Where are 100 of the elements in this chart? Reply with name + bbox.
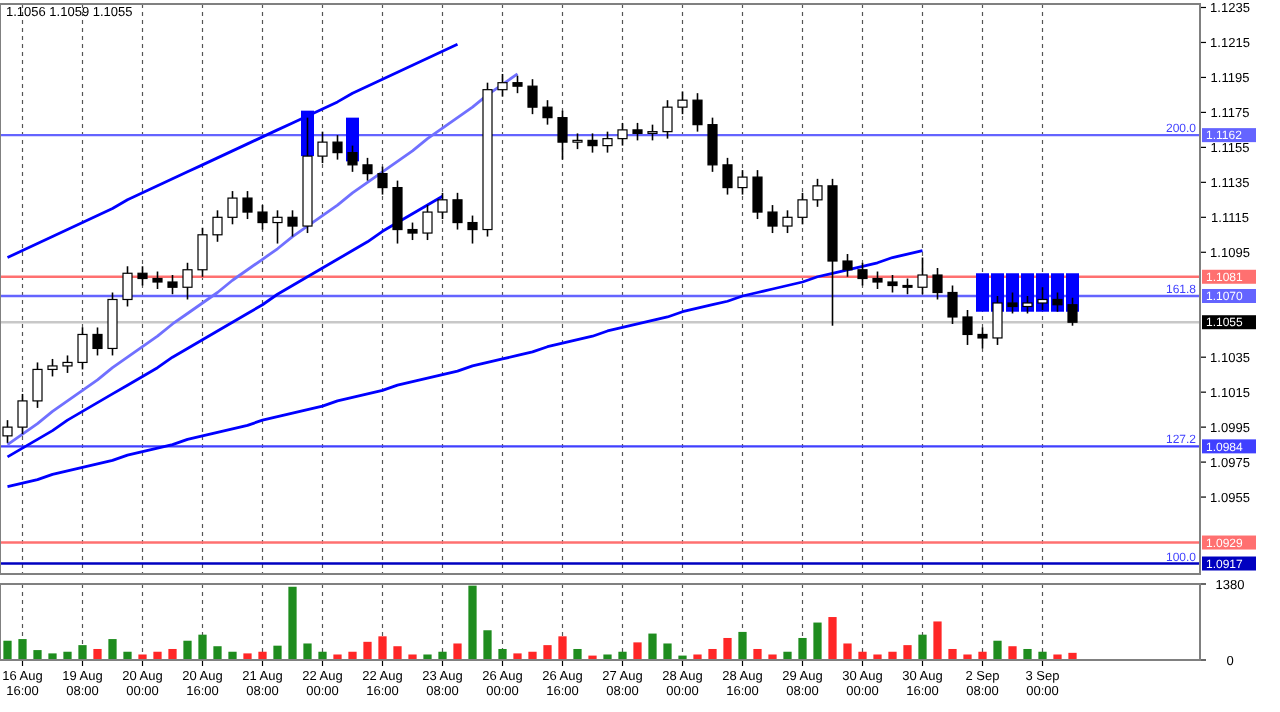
candlestick <box>467 214 478 245</box>
candlestick <box>257 204 268 231</box>
bar <box>948 648 957 660</box>
bar <box>438 651 447 660</box>
candlestick <box>17 393 28 435</box>
candlestick <box>557 109 568 161</box>
bar <box>93 648 102 660</box>
candlestick <box>962 309 973 346</box>
bar <box>558 636 567 660</box>
bar <box>78 645 87 660</box>
candlestick <box>542 99 553 126</box>
candlestick <box>797 192 808 226</box>
bar <box>198 634 207 660</box>
candlestick <box>227 190 238 226</box>
candlestick <box>947 284 958 325</box>
bar <box>663 643 672 660</box>
candlestick <box>77 326 88 371</box>
bar <box>378 636 387 660</box>
candlestick <box>317 130 328 164</box>
bar <box>33 650 42 660</box>
bar <box>963 654 972 660</box>
candlestick <box>497 73 508 98</box>
bar <box>873 654 882 660</box>
bar <box>123 651 132 660</box>
candlestick <box>392 179 403 245</box>
bar <box>318 651 327 660</box>
bar <box>138 654 147 660</box>
bar <box>633 642 642 660</box>
bar <box>498 648 507 660</box>
bar <box>1038 651 1047 660</box>
candlestick <box>932 267 943 301</box>
bar <box>288 586 297 660</box>
bar <box>153 651 162 660</box>
bar <box>228 651 237 660</box>
candlestick <box>287 209 298 238</box>
bar <box>1008 646 1017 660</box>
candlestick <box>92 326 103 357</box>
candlestick <box>662 99 673 140</box>
bar <box>258 651 267 660</box>
candlestick <box>122 265 133 308</box>
bar <box>978 651 987 660</box>
bar <box>168 648 177 660</box>
bar <box>933 621 942 660</box>
bar <box>993 640 1002 660</box>
candlestick <box>362 157 373 182</box>
candlestick <box>332 134 343 161</box>
bar <box>1068 652 1077 660</box>
bar <box>393 646 402 660</box>
bar <box>768 654 777 660</box>
candlestick <box>977 326 988 350</box>
candlestick <box>692 92 703 133</box>
bar <box>453 643 462 660</box>
candlestick <box>212 209 223 243</box>
bar <box>333 654 342 660</box>
bar <box>273 645 282 660</box>
candlestick <box>587 132 598 154</box>
candlestick <box>722 157 733 196</box>
candlestick <box>527 78 538 115</box>
candlestick <box>197 227 208 278</box>
candlestick <box>677 90 688 115</box>
bar <box>888 651 897 660</box>
bar <box>468 585 477 660</box>
candlestick <box>602 130 613 154</box>
candlestick <box>737 169 748 196</box>
candlestick <box>137 265 148 287</box>
bar <box>528 651 537 660</box>
candlestick <box>617 122 628 147</box>
candlestick <box>812 178 823 208</box>
candlestick <box>857 261 868 287</box>
bar <box>213 646 222 660</box>
bar <box>1023 648 1032 660</box>
bar <box>918 634 927 660</box>
bar <box>573 648 582 660</box>
candlestick <box>422 204 433 241</box>
bar <box>828 617 837 660</box>
bar <box>408 654 417 660</box>
bar <box>423 654 432 660</box>
candlestick <box>32 361 43 409</box>
candlestick <box>272 209 283 245</box>
bar <box>603 654 612 660</box>
bar <box>1053 654 1062 660</box>
candlestick <box>377 165 388 196</box>
candlestick <box>452 192 463 231</box>
bar <box>48 653 57 660</box>
candlestick <box>437 192 448 220</box>
bar <box>243 653 252 660</box>
candlestick <box>782 209 793 234</box>
bar <box>618 651 627 660</box>
bar <box>513 653 522 660</box>
candlestick <box>767 204 778 234</box>
bar <box>483 630 492 660</box>
bar <box>363 641 372 660</box>
candlestick <box>2 419 13 444</box>
bar <box>108 639 117 660</box>
bar <box>723 637 732 660</box>
candlestick <box>752 169 763 220</box>
candlestick <box>182 261 193 301</box>
candlestick <box>242 190 253 220</box>
bar <box>693 654 702 660</box>
candlestick <box>167 274 178 296</box>
